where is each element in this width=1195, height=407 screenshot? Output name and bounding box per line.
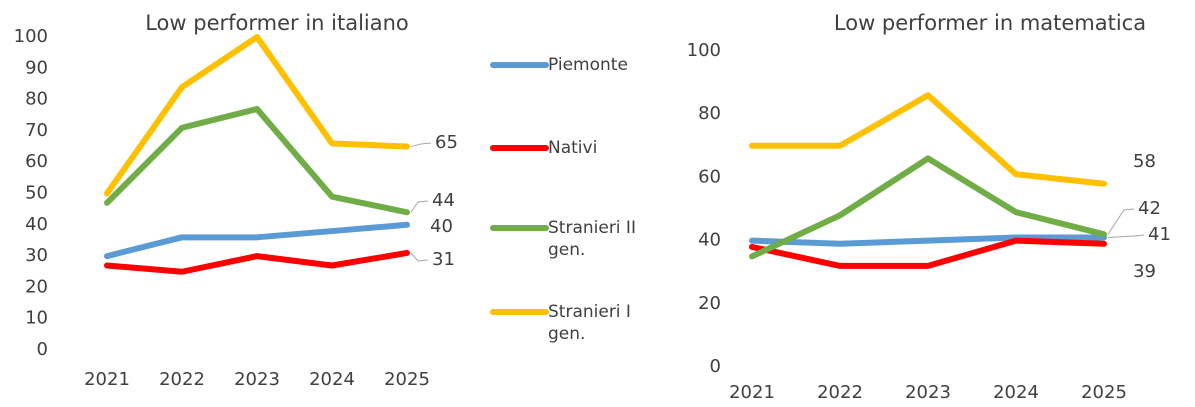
data-label: 65 — [435, 132, 458, 153]
x-tick-label: 2022 — [159, 369, 205, 390]
legend-label: Piemonte — [548, 55, 628, 75]
x-tick-label: 2023 — [234, 369, 280, 390]
y-tick-label: 30 — [25, 245, 48, 266]
legend-label: Stranieri I gen. — [548, 302, 631, 344]
y-tick-label: 80 — [25, 89, 48, 110]
data-label: 31 — [432, 249, 455, 270]
y-tick-label: 0 — [37, 339, 48, 360]
legend-item: Stranieri II gen. — [548, 218, 636, 260]
data-label: 44 — [432, 190, 455, 211]
y-tick-label: 0 — [710, 356, 721, 377]
legend-label: Stranieri II gen. — [548, 218, 636, 260]
y-tick-label: 50 — [25, 183, 48, 204]
x-tick-label: 2023 — [905, 382, 951, 403]
line-series — [749, 155, 1107, 260]
line-series — [104, 105, 410, 216]
line-series — [749, 234, 1107, 247]
x-tick-label: 2024 — [309, 369, 355, 390]
data-label: 41 — [1148, 224, 1171, 245]
y-tick-label: 100 — [687, 40, 721, 61]
y-tick-label: 60 — [25, 151, 48, 172]
line-series — [749, 92, 1107, 187]
leader-line — [410, 252, 429, 262]
y-tick-label: 20 — [25, 276, 48, 297]
leader-line — [410, 142, 432, 148]
y-tick-label: 100 — [14, 26, 48, 47]
y-tick-label: 10 — [25, 308, 48, 329]
y-tick-label: 90 — [25, 57, 48, 78]
legend-item: Piemonte — [548, 55, 628, 75]
leader-line — [1107, 234, 1145, 238]
y-tick-label: 20 — [698, 293, 721, 314]
y-tick-label: 70 — [25, 120, 48, 141]
y-tick-label: 40 — [25, 214, 48, 235]
chart-title: Low performer in matematica — [834, 11, 1146, 35]
x-tick-label: 2025 — [1081, 382, 1127, 403]
line-series — [104, 34, 410, 197]
x-tick-label: 2024 — [993, 382, 1039, 403]
data-label: 39 — [1133, 261, 1156, 282]
line-series — [104, 249, 410, 275]
y-tick-label: 80 — [698, 103, 721, 124]
y-tick-label: 60 — [698, 166, 721, 187]
legend-label: Nativi — [548, 138, 598, 158]
x-tick-label: 2021 — [729, 382, 775, 403]
line-series — [104, 221, 410, 260]
y-tick-label: 40 — [698, 230, 721, 251]
chart-title: Low performer in italiano — [145, 11, 409, 35]
leader-line — [410, 200, 429, 213]
data-label: 42 — [1138, 198, 1161, 219]
data-label: 40 — [430, 216, 453, 237]
line-series — [749, 237, 1107, 269]
x-tick-label: 2021 — [84, 369, 130, 390]
x-tick-label: 2025 — [384, 369, 430, 390]
legend-item: Stranieri I gen. — [548, 302, 631, 344]
x-tick-label: 2022 — [817, 382, 863, 403]
data-label: 58 — [1133, 151, 1156, 172]
legend-item: Nativi — [548, 138, 598, 158]
leader-line — [1107, 208, 1135, 235]
